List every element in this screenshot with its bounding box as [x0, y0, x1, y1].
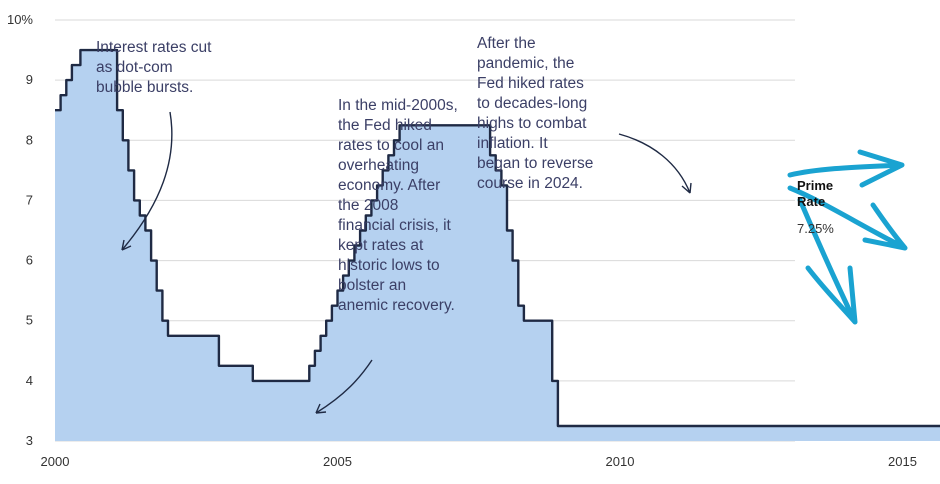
annotation-line: rates to cool an: [338, 137, 444, 154]
annotation-line: financial crisis, it: [338, 217, 451, 234]
series-label-name: Prime Rate: [797, 178, 833, 210]
annotation-line: kept rates at: [338, 237, 424, 254]
dotcom-arrowhead: [121, 239, 132, 251]
series-label-line: Rate: [797, 194, 826, 209]
y-tick-label: 3: [26, 433, 33, 448]
annotation-line: inflation. It: [477, 135, 548, 152]
y-tick-label: 7: [26, 192, 33, 207]
annotation-line: as dot-com: [96, 59, 173, 76]
annotation-line: to decades-long: [477, 95, 588, 112]
rate-area-fill: [55, 50, 940, 441]
recovery-arrowhead: [315, 403, 327, 414]
y-tick-label: 9: [26, 72, 33, 87]
annotation-line: the Fed hiked: [338, 117, 432, 134]
annotation-line: course in 2024.: [477, 175, 583, 192]
annotation-line: bubble bursts.: [96, 79, 194, 96]
scribble-marks: [787, 149, 908, 325]
annotation-line: historic lows to: [338, 257, 440, 274]
y-tick-label: 10%: [7, 12, 33, 27]
annotation-line: Interest rates cut: [96, 39, 212, 56]
annotation-mid-2000s: In the mid-2000s, the Fed hiked rates to…: [338, 96, 458, 316]
annotation-arrows: [121, 111, 692, 414]
pandemic-arrow: [618, 133, 691, 194]
recovery-arrow: [315, 359, 373, 414]
rate-line: [55, 48, 940, 428]
annotation-line: In the mid-2000s,: [338, 97, 458, 114]
x-tick-label: 2000: [41, 454, 70, 469]
annotation-line: Fed hiked rates: [477, 75, 584, 92]
dotcom-arrow: [121, 111, 173, 251]
x-tick-label: 2015: [888, 454, 917, 469]
annotation-line: highs to combat: [477, 115, 587, 132]
scribble-arrow-right: [787, 149, 905, 188]
y-tick-label: 5: [26, 313, 33, 328]
annotation-line: bolster an: [338, 277, 407, 294]
y-tick-label: 4: [26, 373, 33, 388]
annotation-line: anemic recovery.: [338, 297, 455, 314]
annotation-line: pandemic, the: [477, 55, 575, 72]
scribble-arrow-down: [797, 197, 858, 325]
annotation-line: overheating: [338, 157, 420, 174]
annotation-line: began to reverse: [477, 155, 594, 172]
annotation-line: the 2008: [338, 197, 399, 214]
series-label-value: 7.25%: [797, 221, 834, 236]
annotation-dotcom: Interest rates cut as dot-com bubble bur…: [96, 38, 211, 98]
y-axis-ticks: 3 4 5 6 7 8 9 10%: [7, 12, 33, 448]
annotation-line: economy. After: [338, 177, 441, 194]
x-axis-ticks: 200020052010201520202025: [41, 454, 917, 469]
pandemic-arrowhead: [681, 182, 692, 194]
scribble-arrow-diagonal: [787, 185, 908, 251]
x-tick-label: 2005: [323, 454, 352, 469]
series-label-line: Prime: [797, 178, 834, 193]
annotation-pandemic: After the pandemic, the Fed hiked rates …: [477, 34, 593, 194]
annotation-line: After the: [477, 35, 536, 52]
x-tick-label: 2010: [606, 454, 635, 469]
y-tick-label: 6: [26, 253, 33, 268]
y-tick-label: 8: [26, 132, 33, 147]
